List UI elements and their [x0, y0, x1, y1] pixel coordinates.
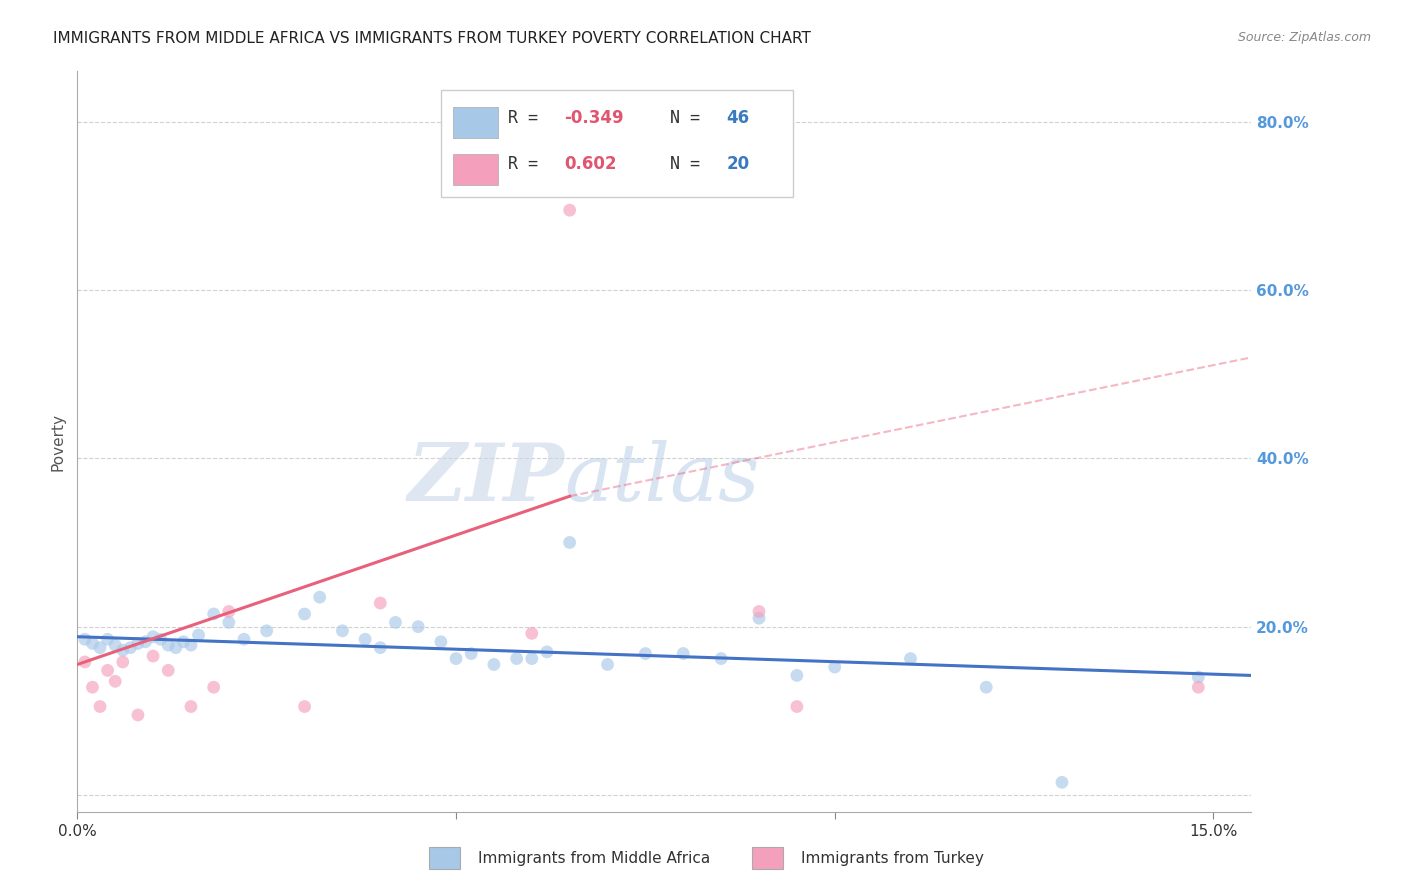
Point: [520, 651, 543, 665]
Point: [520, 626, 543, 640]
FancyBboxPatch shape: [453, 153, 498, 185]
Point: [256, 624, 278, 638]
Point: [672, 647, 695, 661]
Point: [82, 680, 104, 694]
Text: Source: ZipAtlas.com: Source: ZipAtlas.com: [1237, 31, 1371, 45]
Point: [142, 649, 165, 664]
Point: [127, 636, 149, 650]
Point: [134, 634, 156, 648]
Point: [786, 699, 808, 714]
Point: [1187, 680, 1209, 694]
Text: N =: N =: [671, 155, 710, 173]
Point: [104, 674, 127, 689]
Point: [165, 640, 187, 655]
Point: [127, 708, 149, 723]
Text: N =: N =: [671, 109, 710, 127]
Point: [748, 611, 770, 625]
Point: [710, 651, 733, 665]
Point: [89, 640, 111, 655]
Point: [89, 699, 111, 714]
Point: [460, 647, 482, 661]
Text: R =: R =: [508, 109, 548, 127]
Point: [218, 605, 240, 619]
Point: [824, 660, 846, 674]
Point: [1187, 670, 1209, 684]
FancyBboxPatch shape: [441, 90, 793, 197]
Point: [406, 619, 429, 633]
Point: [111, 655, 134, 669]
Point: [187, 628, 209, 642]
Point: [294, 607, 316, 621]
Point: [218, 615, 240, 630]
Point: [73, 632, 96, 647]
Text: -0.349: -0.349: [565, 109, 624, 127]
Point: [149, 632, 172, 647]
Point: [142, 630, 165, 644]
Point: [748, 605, 770, 619]
Point: [233, 632, 256, 647]
Point: [120, 640, 142, 655]
Point: [558, 535, 581, 549]
Point: [82, 636, 104, 650]
Point: [384, 615, 406, 630]
Point: [97, 632, 120, 647]
Point: [111, 643, 134, 657]
Point: [104, 638, 127, 652]
Point: [97, 664, 120, 678]
Text: 46: 46: [727, 109, 749, 127]
Point: [73, 655, 96, 669]
Point: [202, 607, 225, 621]
Point: [157, 638, 180, 652]
Text: IMMIGRANTS FROM MIDDLE AFRICA VS IMMIGRANTS FROM TURKEY POVERTY CORRELATION CHAR: IMMIGRANTS FROM MIDDLE AFRICA VS IMMIGRA…: [53, 31, 811, 46]
Point: [368, 596, 391, 610]
Text: Immigrants from Turkey: Immigrants from Turkey: [801, 851, 984, 865]
Point: [974, 680, 997, 694]
Y-axis label: Poverty: Poverty: [51, 412, 66, 471]
Point: [202, 680, 225, 694]
Point: [482, 657, 505, 672]
Point: [558, 203, 581, 218]
Point: [294, 699, 316, 714]
Point: [1050, 775, 1073, 789]
Point: [634, 647, 657, 661]
Text: ZIP: ZIP: [408, 440, 565, 517]
Point: [596, 657, 619, 672]
Point: [157, 664, 180, 678]
Text: 0.602: 0.602: [565, 155, 617, 173]
FancyBboxPatch shape: [453, 107, 498, 138]
Text: 20: 20: [727, 155, 749, 173]
Point: [180, 638, 202, 652]
Point: [354, 632, 377, 647]
Text: R =: R =: [508, 155, 558, 173]
Point: [505, 651, 527, 665]
Point: [172, 634, 194, 648]
Point: [900, 651, 922, 665]
Point: [332, 624, 354, 638]
Point: [430, 634, 453, 648]
Point: [444, 651, 467, 665]
Point: [180, 699, 202, 714]
Point: [368, 640, 391, 655]
Point: [308, 590, 330, 604]
Point: [536, 645, 558, 659]
Text: atlas: atlas: [565, 440, 759, 517]
Text: Immigrants from Middle Africa: Immigrants from Middle Africa: [478, 851, 710, 865]
Point: [786, 668, 808, 682]
